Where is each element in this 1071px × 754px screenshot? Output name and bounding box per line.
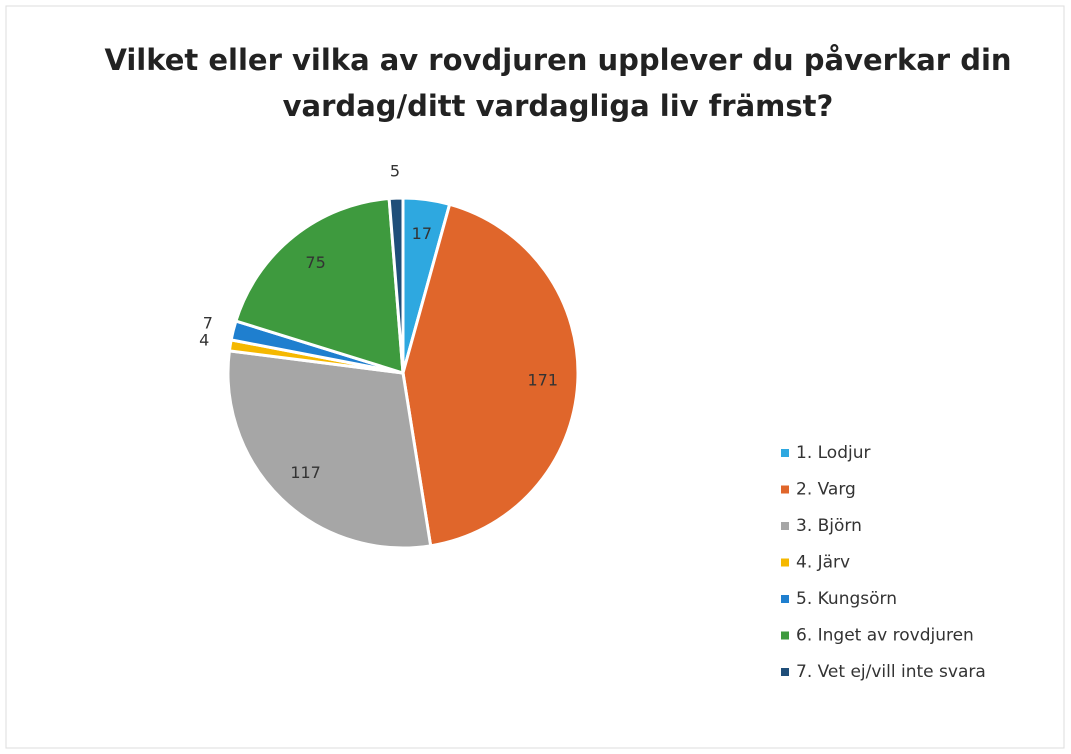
pie-slice <box>234 196 405 376</box>
chart-frame <box>5 5 1065 749</box>
data-label: 117 <box>290 463 321 482</box>
legend-label: 5. Kungsörn <box>796 589 897 609</box>
legend-label: 3. Björn <box>796 516 862 536</box>
data-label: 171 <box>528 370 559 389</box>
data-label: 7 <box>203 314 213 333</box>
legend-label: 1. Lodjur <box>796 443 870 463</box>
chart-title: Vilket eller vilka av rovdjuren upplever… <box>104 43 1011 77</box>
legend-swatch <box>781 631 789 640</box>
chart-title: vardag/ditt vardagliga liv främst? <box>283 89 834 123</box>
pie-slice <box>387 196 405 374</box>
legend-label: 4. Järv <box>796 553 850 573</box>
pie-slice <box>226 349 433 550</box>
data-label: 75 <box>305 253 325 272</box>
legend-label: 2. Varg <box>796 480 856 500</box>
legend-swatch <box>781 668 789 676</box>
legend-swatch <box>781 595 789 603</box>
legend-swatch <box>781 558 789 567</box>
data-label: 17 <box>412 224 432 243</box>
data-label: 5 <box>390 161 400 180</box>
legend-label: 7. Vet ej/vill inte svara <box>796 662 986 682</box>
legend-swatch <box>781 522 789 530</box>
legend-swatch <box>781 485 789 494</box>
pie-slice <box>401 202 580 548</box>
legend-swatch <box>781 449 789 457</box>
data-label: 4 <box>199 331 209 350</box>
legend-label: 6. Inget av rovdjuren <box>796 626 974 646</box>
